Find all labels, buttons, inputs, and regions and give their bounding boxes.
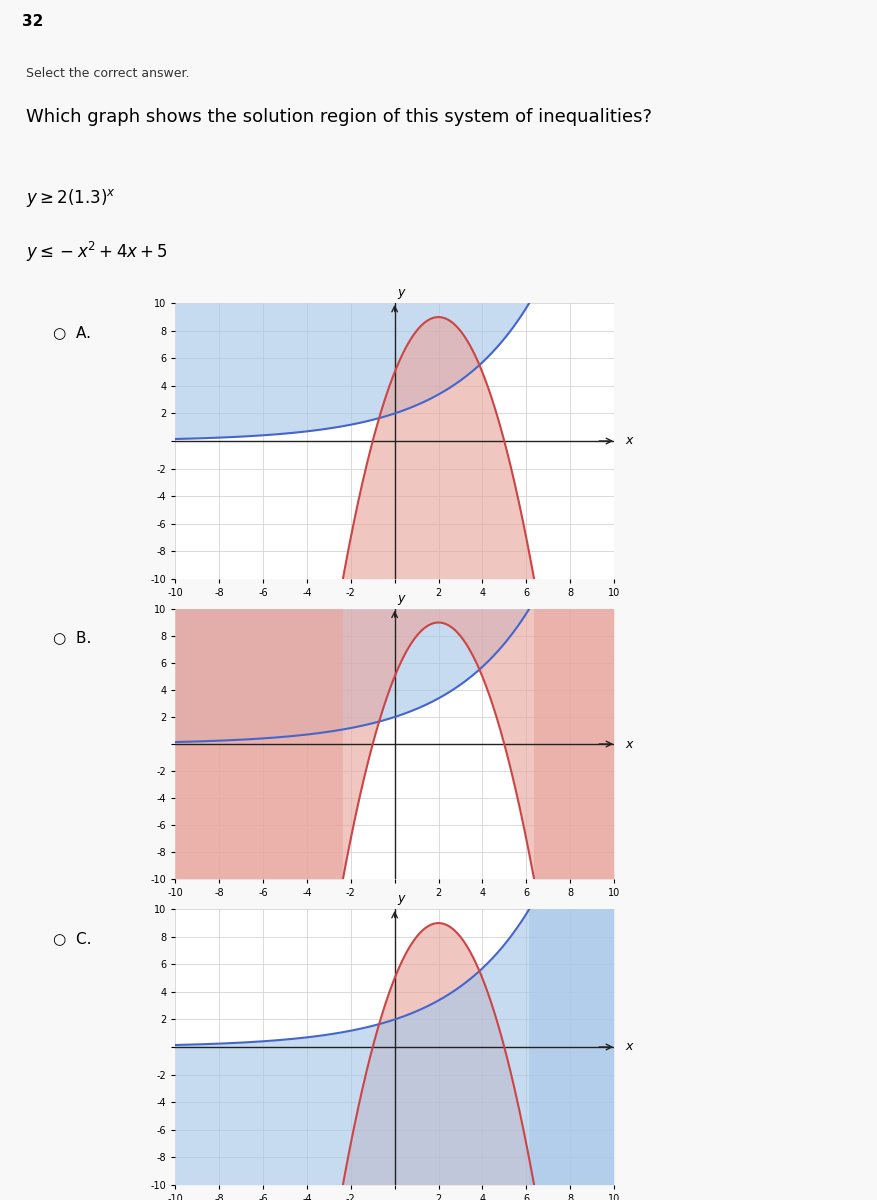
Text: 32: 32 bbox=[22, 14, 43, 29]
Text: y: y bbox=[397, 286, 405, 299]
Text: x: x bbox=[624, 434, 632, 448]
Text: ○  C.: ○ C. bbox=[53, 931, 91, 946]
Text: Which graph shows the solution region of this system of inequalities?: Which graph shows the solution region of… bbox=[26, 108, 652, 126]
Text: $y \leq -x^2 + 4x + 5$: $y \leq -x^2 + 4x + 5$ bbox=[26, 240, 168, 264]
Text: $y \geq 2(1.3)^x$: $y \geq 2(1.3)^x$ bbox=[26, 187, 116, 209]
Text: ○  A.: ○ A. bbox=[53, 325, 90, 340]
Text: x: x bbox=[624, 1040, 632, 1054]
Text: x: x bbox=[624, 738, 632, 750]
Text: Select the correct answer.: Select the correct answer. bbox=[26, 67, 189, 80]
Text: ○  B.: ○ B. bbox=[53, 630, 91, 646]
Text: y: y bbox=[397, 592, 405, 605]
Text: y: y bbox=[397, 892, 405, 905]
